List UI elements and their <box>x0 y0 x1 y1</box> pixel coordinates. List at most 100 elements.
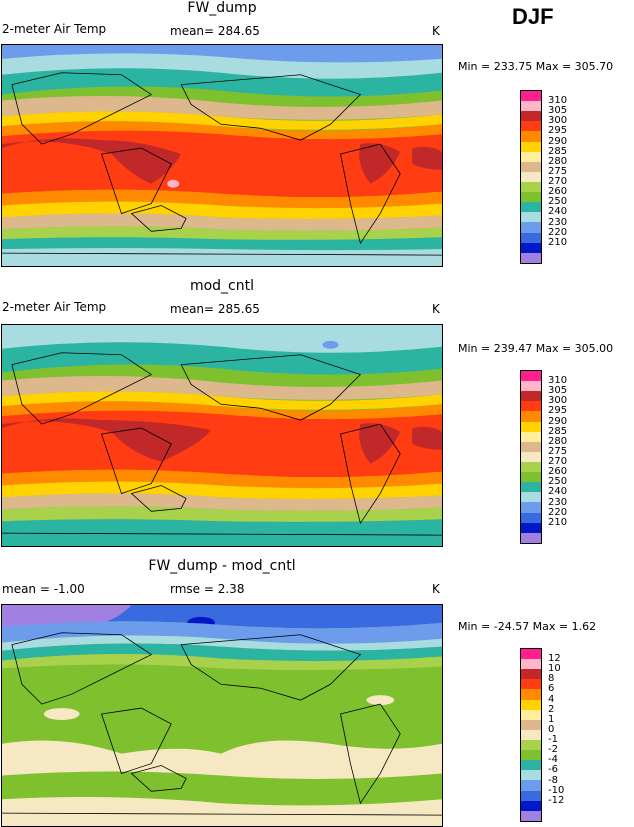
colorbar-swatch <box>521 719 541 730</box>
colorbar-tick-label: 280 <box>548 155 568 167</box>
colorbar-tick-label: -8 <box>548 774 558 786</box>
panel1-mean: mean= 284.65 <box>170 24 260 38</box>
panel3-colorbar <box>520 648 542 822</box>
colorbar-tick-label: 1 <box>548 713 555 725</box>
colorbar-swatch <box>521 431 541 442</box>
colorbar-tick-label: 305 <box>548 385 568 397</box>
colorbar-swatch <box>521 780 541 791</box>
colorbar-tick-label: 310 <box>548 375 568 387</box>
colorbar-swatch <box>521 649 541 660</box>
colorbar-swatch <box>521 171 541 182</box>
colorbar-tick-label: 270 <box>548 176 568 188</box>
colorbar-swatch <box>521 679 541 690</box>
colorbar-swatch <box>521 401 541 412</box>
colorbar-tick-label: -1 <box>548 734 558 746</box>
colorbar-tick-label: -12 <box>548 794 565 806</box>
colorbar-tick-label: 230 <box>548 216 568 228</box>
colorbar-swatch <box>521 770 541 781</box>
colorbar-tick-label: 260 <box>548 466 568 478</box>
colorbar-tick-label: 210 <box>548 236 568 248</box>
colorbar-tick-label: -2 <box>548 744 558 756</box>
colorbar-swatch <box>521 461 541 473</box>
panel2-variable: 2-meter Air Temp <box>2 300 107 314</box>
colorbar-tick-label: -4 <box>548 754 558 766</box>
colorbar-swatch <box>521 790 541 801</box>
panel2-mean: mean= 285.65 <box>170 302 260 316</box>
panel3-minmax: Min = -24.57 Max = 1.62 <box>458 620 597 633</box>
colorbar-swatch <box>521 492 541 503</box>
panel2-colorbar <box>520 370 542 544</box>
colorbar-tick-label: 305 <box>548 105 568 117</box>
colorbar-tick-label: 220 <box>548 506 568 518</box>
panel1-variable: 2-meter Air Temp <box>2 22 107 36</box>
panel3-map <box>1 604 443 827</box>
colorbar-tick-label: 4 <box>548 693 555 705</box>
colorbar-swatch <box>521 659 541 670</box>
colorbar-swatch <box>521 252 541 263</box>
colorbar-swatch <box>521 482 541 493</box>
colorbar-swatch <box>521 472 541 483</box>
colorbar-tick-label: 0 <box>548 723 555 735</box>
colorbar-tick-label: 290 <box>548 415 568 427</box>
colorbar-swatch <box>521 709 541 720</box>
colorbar-tick-label: 285 <box>548 145 568 157</box>
colorbar-tick-label: 6 <box>548 683 555 695</box>
colorbar-tick-label: 300 <box>548 115 568 127</box>
colorbar-tick-label: 280 <box>548 435 568 447</box>
colorbar-tick-label: 250 <box>548 476 568 488</box>
colorbar-swatch <box>521 141 541 152</box>
panel3-units: K <box>432 582 440 596</box>
colorbar-tick-label: 12 <box>548 653 561 665</box>
colorbar-swatch <box>521 522 541 533</box>
colorbar-swatch <box>521 669 541 680</box>
panel3-mean: mean = -1.00 <box>2 582 85 596</box>
season-label: DJF <box>512 4 554 29</box>
colorbar-tick-label: 260 <box>548 186 568 198</box>
panel1-title: FW_dump <box>187 0 257 16</box>
colorbar-swatch <box>521 739 541 751</box>
panel2-minmax: Min = 239.47 Max = 305.00 <box>458 342 614 355</box>
colorbar-tick-label: 240 <box>548 206 568 218</box>
colorbar-tick-label: -6 <box>548 764 558 776</box>
colorbar-tick-label: 285 <box>548 425 568 437</box>
colorbar-swatch <box>521 532 541 543</box>
colorbar-swatch <box>521 242 541 253</box>
colorbar-swatch <box>521 391 541 402</box>
colorbar-tick-label: 300 <box>548 395 568 407</box>
colorbar-tick-label: 230 <box>548 496 568 508</box>
panel2-units: K <box>432 302 440 316</box>
colorbar-swatch <box>521 202 541 213</box>
colorbar-tick-label: 2 <box>548 703 555 715</box>
colorbar-swatch <box>521 131 541 142</box>
colorbar-swatch <box>521 181 541 193</box>
panel1-units: K <box>432 24 440 38</box>
colorbar-tick-label: 8 <box>548 673 555 685</box>
panel3-rmse: rmse = 2.38 <box>170 582 245 596</box>
colorbar-swatch <box>521 91 541 102</box>
colorbar-swatch <box>521 222 541 233</box>
colorbar-swatch <box>521 192 541 203</box>
colorbar-tick-label: 270 <box>548 456 568 468</box>
colorbar-swatch <box>521 750 541 761</box>
colorbar-swatch <box>521 729 541 740</box>
colorbar-swatch <box>521 800 541 811</box>
colorbar-swatch <box>521 161 541 172</box>
colorbar-swatch <box>521 760 541 771</box>
colorbar-tick-label: 310 <box>548 95 568 107</box>
colorbar-tick-label: 295 <box>548 125 568 137</box>
colorbar-swatch <box>521 502 541 513</box>
panel1-colorbar <box>520 90 542 264</box>
colorbar-tick-label: 295 <box>548 405 568 417</box>
colorbar-swatch <box>521 451 541 462</box>
colorbar-tick-label: 290 <box>548 135 568 147</box>
panel1-map <box>1 44 443 267</box>
colorbar-swatch <box>521 121 541 132</box>
colorbar-tick-label: 240 <box>548 486 568 498</box>
colorbar-swatch <box>521 212 541 223</box>
colorbar-swatch <box>521 371 541 382</box>
colorbar-swatch <box>521 421 541 432</box>
panel2-title: mod_cntl <box>189 278 255 294</box>
colorbar-swatch <box>521 101 541 112</box>
colorbar-swatch <box>521 232 541 243</box>
colorbar-swatch <box>521 699 541 710</box>
